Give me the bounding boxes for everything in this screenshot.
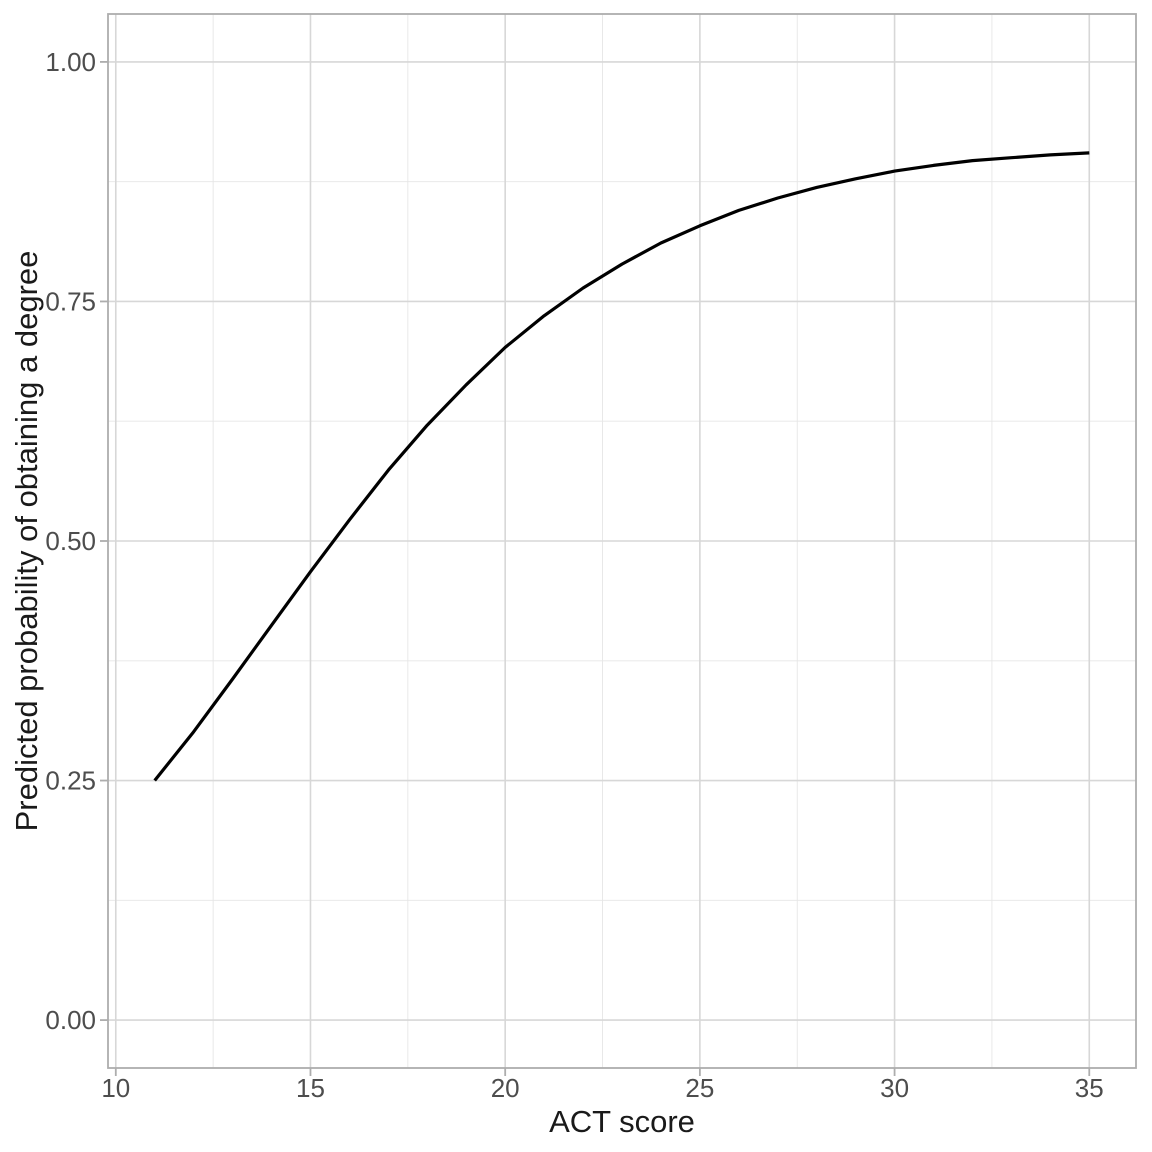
x-axis-tick-label: 30 (880, 1073, 909, 1103)
y-axis-title: Predicted probability of obtaining a deg… (9, 251, 44, 832)
y-axis-tick-label: 0.00 (45, 1005, 96, 1035)
y-axis-tick-label: 0.25 (45, 766, 96, 796)
y-axis-tick-label: 0.75 (45, 286, 96, 316)
x-axis-tick-labels: 10 15 20 25 30 35 (101, 1073, 1103, 1103)
probability-curve (153, 151, 1090, 782)
x-axis-tick-label: 15 (296, 1073, 325, 1103)
x-axis-tick-label: 20 (491, 1073, 520, 1103)
grid-major-lines (108, 14, 1136, 1068)
axis-tick-marks (100, 61, 1091, 1076)
y-axis-tick-labels: 0.00 0.25 0.50 0.75 1.00 (45, 47, 96, 1035)
x-axis-title: ACT score (549, 1104, 695, 1139)
y-axis-tick-label: 0.50 (45, 526, 96, 556)
x-axis-tick-label: 10 (101, 1073, 130, 1103)
y-axis-tick-label: 1.00 (45, 47, 96, 77)
x-axis-tick-label: 35 (1075, 1073, 1104, 1103)
x-axis-tick-label: 25 (685, 1073, 714, 1103)
